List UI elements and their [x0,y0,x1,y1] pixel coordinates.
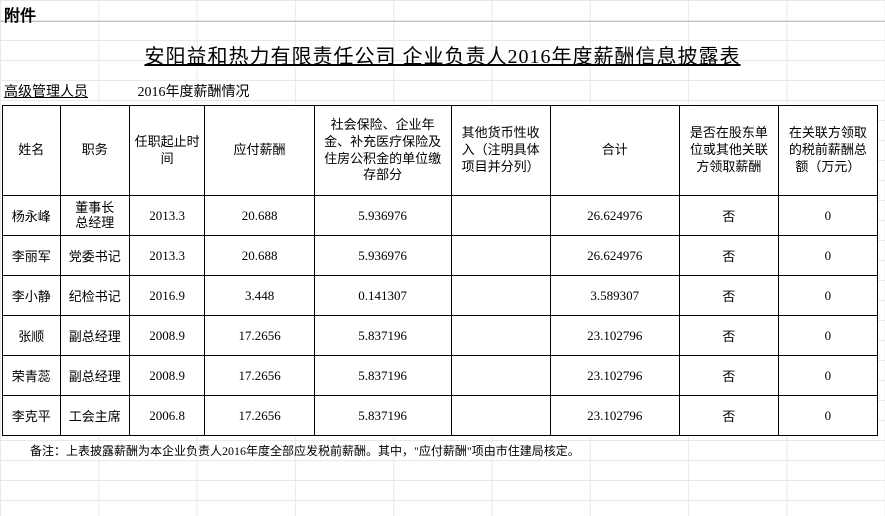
cell-related: 0 [778,316,877,356]
col-header-payable: 应付薪酬 [205,106,314,196]
cell-other [451,196,550,236]
cell-total: 26.624976 [550,236,679,276]
col-header-total: 合计 [550,106,679,196]
cell-tenure: 2016.9 [129,276,205,316]
cell-insurance: 5.936976 [314,236,451,276]
pos-line: 董事长 [75,200,114,215]
cell-name: 荣青蕊 [3,356,61,396]
cell-related: 0 [778,276,877,316]
document-content: 附件 安阳益和热力有限责任公司 企业负责人2016年度薪酬信息披露表 高级管理人… [0,0,885,465]
table-header-row: 姓名 职务 任职起止时间 应付薪酬 社会保险、企业年金、补充医疗保险及住房公积金… [3,106,878,196]
cell-total: 23.102796 [550,396,679,436]
col-header-tenure: 任职起止时间 [129,106,205,196]
table-row: 李小静 纪检书记 2016.9 3.448 0.141307 3.589307 … [3,276,878,316]
page-title: 安阳益和热力有限责任公司 企业负责人2016年度薪酬信息披露表 [0,22,885,75]
cell-insurance: 5.936976 [314,196,451,236]
table-body: 杨永峰 董事长总经理 2013.3 20.688 5.936976 26.624… [3,196,878,436]
col-header-related: 在关联方领取的税前薪酬总额（万元） [778,106,877,196]
cell-other [451,276,550,316]
compensation-table: 姓名 职务 任职起止时间 应付薪酬 社会保险、企业年金、补充医疗保险及住房公积金… [2,105,878,436]
cell-holding: 否 [679,356,778,396]
table-row: 李克平 工会主席 2006.8 17.2656 5.837196 23.1027… [3,396,878,436]
cell-holding: 否 [679,196,778,236]
col-header-other: 其他货币性收入（注明具体项目并分列） [451,106,550,196]
cell-holding: 否 [679,276,778,316]
cell-total: 23.102796 [550,316,679,356]
col-header-name: 姓名 [3,106,61,196]
attachment-label: 附件 [0,0,885,22]
cell-tenure: 2013.3 [129,196,205,236]
cell-payable: 17.2656 [205,356,314,396]
cell-total: 26.624976 [550,196,679,236]
cell-position: 董事长总经理 [60,196,129,236]
cell-name: 李丽军 [3,236,61,276]
footnote: 备注：上表披露薪酬为本企业负责人2016年度全部应发税前薪酬。其中，"应付薪酬"… [0,436,885,465]
section-header: 高级管理人员 2016年度薪酬情况 [0,75,885,105]
cell-position: 党委书记 [60,236,129,276]
table-row: 荣青蕊 副总经理 2008.9 17.2656 5.837196 23.1027… [3,356,878,396]
cell-payable: 17.2656 [205,316,314,356]
cell-other [451,396,550,436]
cell-total: 23.102796 [550,356,679,396]
cell-name: 张顺 [3,316,61,356]
cell-other [451,316,550,356]
cell-payable: 20.688 [205,196,314,236]
cell-tenure: 2013.3 [129,236,205,276]
cell-tenure: 2008.9 [129,316,205,356]
cell-other [451,236,550,276]
cell-name: 杨永峰 [3,196,61,236]
section-left-label: 高级管理人员 [4,81,134,101]
cell-position: 副总经理 [60,316,129,356]
cell-payable: 20.688 [205,236,314,276]
cell-tenure: 2006.8 [129,396,205,436]
col-header-insurance: 社会保险、企业年金、补充医疗保险及住房公积金的单位缴存部分 [314,106,451,196]
cell-insurance: 5.837196 [314,396,451,436]
cell-related: 0 [778,236,877,276]
cell-name: 李小静 [3,276,61,316]
cell-holding: 否 [679,236,778,276]
cell-name: 李克平 [3,396,61,436]
table-row: 杨永峰 董事长总经理 2013.3 20.688 5.936976 26.624… [3,196,878,236]
col-header-position: 职务 [60,106,129,196]
cell-position: 工会主席 [60,396,129,436]
section-right-label: 2016年度薪酬情况 [138,81,250,101]
cell-related: 0 [778,396,877,436]
cell-payable: 3.448 [205,276,314,316]
cell-payable: 17.2656 [205,396,314,436]
cell-tenure: 2008.9 [129,356,205,396]
cell-position: 纪检书记 [60,276,129,316]
cell-insurance: 5.837196 [314,316,451,356]
table-row: 李丽军 党委书记 2013.3 20.688 5.936976 26.62497… [3,236,878,276]
col-header-holding: 是否在股东单位或其他关联方领取薪酬 [679,106,778,196]
cell-other [451,356,550,396]
table-row: 张顺 副总经理 2008.9 17.2656 5.837196 23.10279… [3,316,878,356]
cell-insurance: 5.837196 [314,356,451,396]
pos-line: 总经理 [75,215,114,230]
cell-insurance: 0.141307 [314,276,451,316]
cell-related: 0 [778,196,877,236]
cell-holding: 否 [679,396,778,436]
cell-total: 3.589307 [550,276,679,316]
cell-holding: 否 [679,316,778,356]
cell-position: 副总经理 [60,356,129,396]
cell-related: 0 [778,356,877,396]
